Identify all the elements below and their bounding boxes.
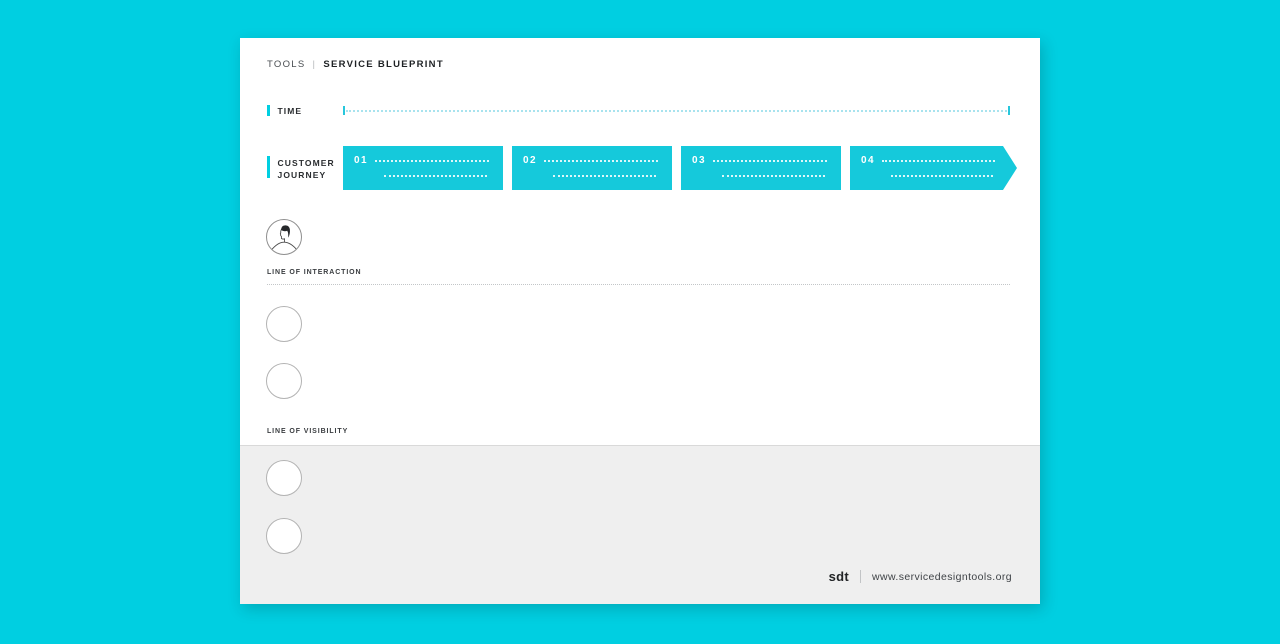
page-title: SERVICE BLUEPRINT bbox=[323, 59, 444, 70]
journey-step-4[interactable]: 04 bbox=[850, 146, 1017, 190]
backstage-circle-1[interactable] bbox=[266, 460, 302, 496]
line-of-visibility-label: LINE OF VISIBILITY bbox=[267, 428, 349, 435]
customer-avatar bbox=[266, 219, 302, 255]
accent-bar-icon bbox=[267, 156, 270, 178]
backstage-circle-2[interactable] bbox=[266, 518, 302, 554]
customer-journey-label-text: CUSTOMER JOURNEY bbox=[277, 158, 335, 181]
step-dotted-line bbox=[553, 175, 656, 177]
step-number: 04 bbox=[861, 155, 875, 166]
breadcrumb: TOOLS | SERVICE BLUEPRINT bbox=[267, 59, 444, 70]
step-dotted-line bbox=[722, 175, 825, 177]
blueprint-card: TOOLS | SERVICE BLUEPRINT TIME CUSTOMER … bbox=[240, 38, 1040, 604]
journey-step-1[interactable]: 01 bbox=[343, 146, 503, 190]
journey-step-2[interactable]: 02 bbox=[512, 146, 672, 190]
time-row-label: TIME bbox=[267, 105, 302, 116]
customer-journey-label: CUSTOMER JOURNEY bbox=[267, 156, 335, 182]
backstage-section: sdt www.servicedesigntools.org bbox=[240, 445, 1040, 604]
accent-bar-icon bbox=[267, 105, 270, 116]
frontstage-circle-1[interactable] bbox=[266, 306, 302, 342]
line-of-interaction-label: LINE OF INTERACTION bbox=[267, 269, 362, 276]
step-dotted-line bbox=[891, 175, 993, 177]
person-icon bbox=[270, 225, 298, 251]
step-dotted-line bbox=[543, 159, 658, 162]
time-axis-start-tick bbox=[343, 106, 345, 115]
breadcrumb-separator: | bbox=[312, 59, 317, 70]
step-dotted-line bbox=[374, 159, 489, 162]
frontstage-circle-2[interactable] bbox=[266, 363, 302, 399]
breadcrumb-category: TOOLS bbox=[267, 59, 306, 70]
footer: sdt www.servicedesigntools.org bbox=[829, 569, 1012, 584]
time-axis-end-tick bbox=[1008, 106, 1010, 115]
step-dotted-line bbox=[881, 159, 995, 162]
line-of-interaction-divider bbox=[267, 284, 1010, 285]
customer-journey-steps: 01 02 03 04 bbox=[343, 146, 1017, 190]
footer-url[interactable]: www.servicedesigntools.org bbox=[872, 570, 1012, 583]
time-axis bbox=[343, 106, 1010, 115]
journey-step-3[interactable]: 03 bbox=[681, 146, 841, 190]
step-dotted-line bbox=[712, 159, 827, 162]
step-number: 01 bbox=[354, 155, 368, 166]
step-number: 02 bbox=[523, 155, 537, 166]
time-axis-dotted-line bbox=[346, 109, 1007, 112]
step-dotted-line bbox=[384, 175, 487, 177]
step-number: 03 bbox=[692, 155, 706, 166]
sdt-logo: sdt bbox=[828, 569, 850, 584]
time-label-text: TIME bbox=[277, 106, 303, 116]
footer-divider bbox=[860, 570, 862, 583]
